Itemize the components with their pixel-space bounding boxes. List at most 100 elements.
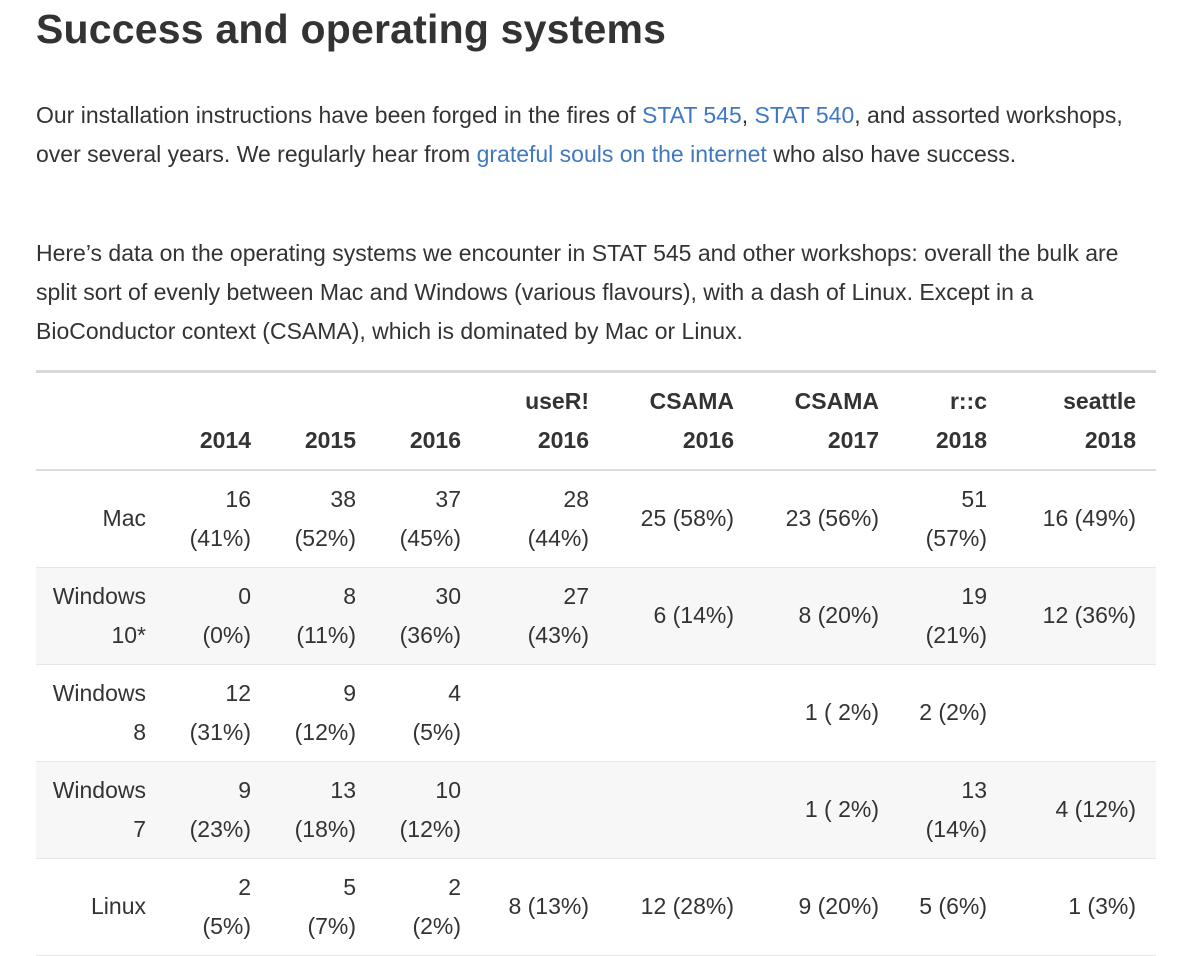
cell-line: (7%) bbox=[307, 912, 356, 939]
intro-text-3: , and assorted workshops, over several y… bbox=[36, 102, 1123, 167]
cell-line: 8 (20%) bbox=[798, 602, 879, 628]
table-cell: 5 (6%) bbox=[899, 858, 1007, 956]
table-cell: 27 (43%) bbox=[481, 567, 609, 665]
cell-line: (36%) bbox=[399, 621, 461, 648]
cell-line: 6 (14%) bbox=[653, 602, 734, 628]
table-cell: 2 (2%) bbox=[899, 664, 1007, 762]
table-cell: 37 (45%) bbox=[376, 470, 481, 568]
table-cell: 13 (14%) bbox=[899, 761, 1007, 859]
cell-line: 4 (12%) bbox=[1055, 796, 1136, 822]
cell-line: (43%) bbox=[527, 621, 589, 648]
column-header: seattle 2018 bbox=[1007, 373, 1156, 471]
cell-line: (5%) bbox=[412, 718, 461, 745]
cell-line: (23%) bbox=[189, 815, 251, 842]
table-row: Windows 7 9 (23%) 13 (18%) 10 (12%) 1 ( 2%) 13 (1… bbox=[36, 761, 1156, 859]
table-cell: 13 (18%) bbox=[271, 761, 376, 859]
column-header-line: 2015 bbox=[304, 427, 356, 453]
table-cell: 12 (28%) bbox=[609, 858, 754, 956]
cell-line: (31%) bbox=[189, 718, 251, 745]
cell-line: 2 (2%) bbox=[919, 699, 987, 725]
column-header: 2015 bbox=[271, 373, 376, 471]
table-cell: 5 (7%) bbox=[271, 858, 376, 956]
cell-line: (14%) bbox=[925, 815, 987, 842]
cell-line: (0%) bbox=[202, 621, 251, 648]
table-cell bbox=[609, 664, 754, 762]
column-header-line: 2018 bbox=[935, 427, 987, 453]
column-header-line: 2014 bbox=[199, 427, 251, 453]
table-cell bbox=[609, 761, 754, 859]
column-header-line: CSAMA bbox=[794, 388, 879, 414]
column-header: 2016 bbox=[376, 373, 481, 471]
table-top-rule bbox=[36, 370, 1156, 373]
cell-line: 1 ( 2%) bbox=[804, 699, 879, 725]
table-body: Mac 16 (41%) 38 (52%) 37 (45%) 28 (44%) 25 (58%) 2… bbox=[36, 470, 1156, 956]
cell-line: 8 bbox=[343, 582, 356, 609]
os-data-paragraph: Here’s data on the operating systems we … bbox=[36, 240, 1119, 344]
table-cell: 25 (58%) bbox=[609, 470, 754, 568]
table-cell: 6 (14%) bbox=[609, 567, 754, 665]
column-header-line: 2018 bbox=[1084, 427, 1136, 453]
column-header bbox=[36, 373, 166, 471]
row-label: Linux bbox=[36, 858, 166, 956]
table-row: Mac 16 (41%) 38 (52%) 37 (45%) 28 (44%) 25 (58%) 2… bbox=[36, 470, 1156, 568]
table-cell: 16 (49%) bbox=[1007, 470, 1156, 568]
cell-line: 4 bbox=[448, 679, 461, 706]
table-cell: 28 (44%) bbox=[481, 470, 609, 568]
os-table-container: 2014 2015 2016 useR! 2016 CSAMA 2016 CSAMA 201… bbox=[36, 370, 1156, 956]
cell-line: 2 bbox=[238, 873, 251, 900]
column-header-line: 2017 bbox=[827, 427, 879, 453]
stat545-link[interactable]: STAT 545 bbox=[642, 102, 742, 128]
table-cell: 8 (13%) bbox=[481, 858, 609, 956]
cell-line: 38 bbox=[330, 485, 356, 512]
table-cell bbox=[481, 664, 609, 762]
table-cell: 9 (20%) bbox=[754, 858, 899, 956]
cell-line: 12 bbox=[225, 679, 251, 706]
table-cell: 16 (41%) bbox=[166, 470, 271, 568]
column-header: CSAMA 2016 bbox=[609, 373, 754, 471]
column-header-line bbox=[166, 382, 251, 421]
table-cell: 19 (21%) bbox=[899, 567, 1007, 665]
cell-line: 12 (36%) bbox=[1042, 602, 1136, 628]
column-header-line bbox=[271, 382, 356, 421]
row-label: Windows 8 bbox=[36, 664, 166, 762]
table-cell: 12 (31%) bbox=[166, 664, 271, 762]
table-row: Windows 10* 0 (0%) 8 (11%) 30 (36%) 27 (43%) 6 (1… bbox=[36, 567, 1156, 665]
table-row: Linux 2 (5%) 5 (7%) 2 (2%) 8 (13%) 12 (28%) 9 (20… bbox=[36, 858, 1156, 956]
cell-line: 51 bbox=[961, 485, 987, 512]
table-cell bbox=[1007, 664, 1156, 762]
stat540-link[interactable]: STAT 540 bbox=[754, 102, 855, 128]
table-cell: 1 ( 2%) bbox=[754, 664, 899, 762]
table-cell: 4 (5%) bbox=[376, 664, 481, 762]
column-header-line bbox=[36, 421, 146, 460]
cell-line: 1 ( 2%) bbox=[804, 796, 879, 822]
table-cell: 9 (12%) bbox=[271, 664, 376, 762]
cell-line: (5%) bbox=[202, 912, 251, 939]
cell-line: 23 (56%) bbox=[785, 505, 879, 532]
cell-line: 37 bbox=[435, 485, 461, 512]
cell-line: 25 (58%) bbox=[640, 505, 734, 532]
table-cell: 4 (12%) bbox=[1007, 761, 1156, 859]
cell-line: (11%) bbox=[296, 621, 356, 648]
cell-line: 5 (6%) bbox=[919, 893, 987, 919]
cell-line: 19 bbox=[961, 582, 987, 609]
column-header-line bbox=[36, 382, 146, 421]
column-header-line: 2016 bbox=[409, 427, 461, 453]
cell-line: (12%) bbox=[399, 815, 461, 842]
table-cell: 8 (11%) bbox=[271, 567, 376, 665]
cell-line: 9 bbox=[343, 679, 356, 706]
cell-line: 30 bbox=[435, 582, 461, 609]
cell-line: 2 bbox=[448, 873, 461, 900]
cell-line: (52%) bbox=[294, 524, 356, 551]
row-label: Windows 7 bbox=[36, 761, 166, 859]
table-header-row: 2014 2015 2016 useR! 2016 CSAMA 2016 CSAMA 201… bbox=[36, 373, 1156, 471]
row-label: Mac bbox=[36, 470, 166, 568]
cell-line: (18%) bbox=[294, 815, 356, 842]
column-header-line: r::c bbox=[949, 388, 987, 414]
grateful-souls-link[interactable]: grateful souls on the internet bbox=[476, 141, 767, 167]
table-cell: 30 (36%) bbox=[376, 567, 481, 665]
cell-line: 13 bbox=[961, 776, 987, 803]
table-cell: 1 ( 2%) bbox=[754, 761, 899, 859]
table-cell: 23 (56%) bbox=[754, 470, 899, 568]
cell-line: 27 bbox=[563, 582, 589, 609]
